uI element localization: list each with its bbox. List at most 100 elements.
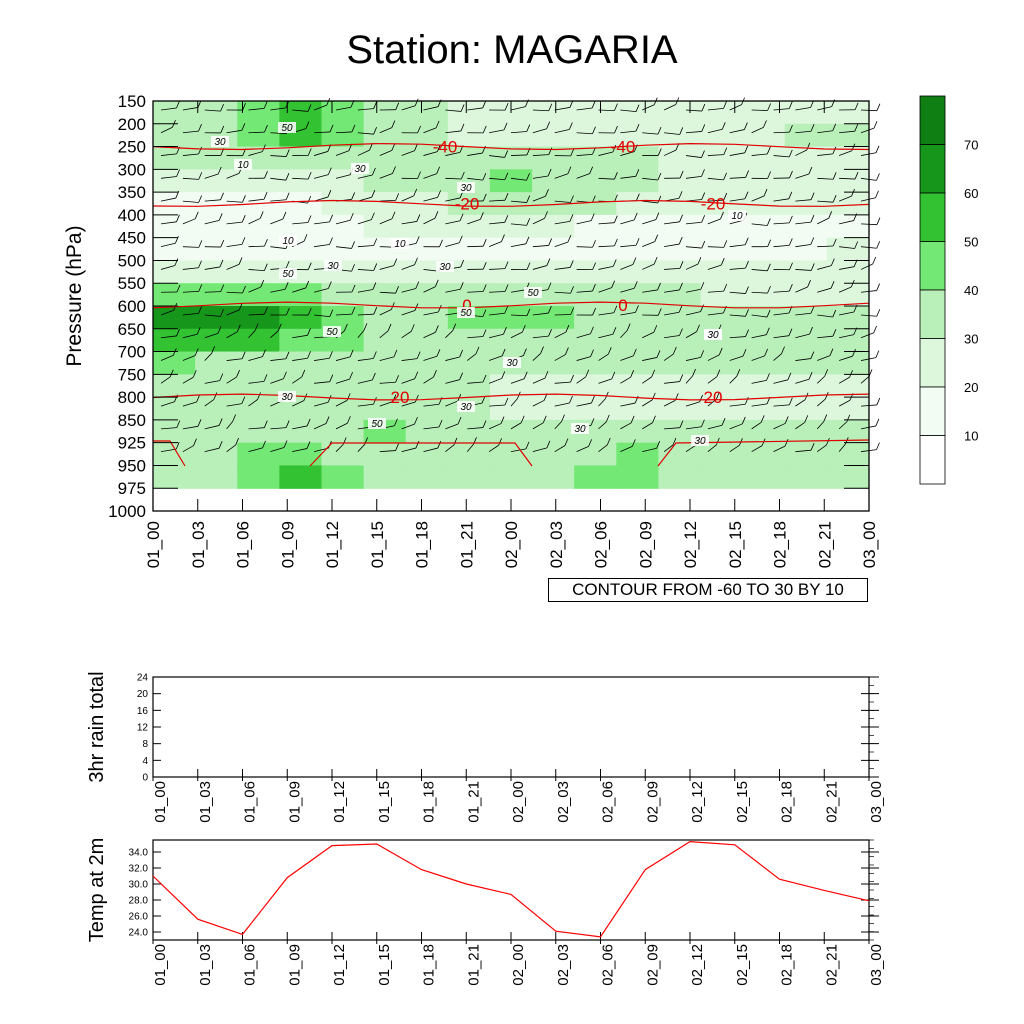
wind-barb-flag <box>193 438 197 446</box>
shade-cell <box>489 260 533 284</box>
wind-barb <box>751 355 765 361</box>
wind-barb <box>489 268 506 270</box>
shade-cell <box>658 465 702 489</box>
x-tick-label: 01_09 <box>286 944 303 986</box>
shade-cell <box>826 442 870 467</box>
wind-barb <box>795 173 810 179</box>
colorbar-segment <box>919 338 946 388</box>
wind-barb-flag <box>612 144 617 153</box>
wind-barb-flag <box>679 170 684 179</box>
wind-barb <box>729 291 746 294</box>
y-tick-label: 950 <box>118 456 146 475</box>
y-tick-label: 550 <box>118 274 146 293</box>
wind-barb-flag <box>679 374 684 382</box>
wind-barb-flag <box>832 172 837 180</box>
wind-barb-flag <box>632 257 637 265</box>
wind-barb <box>663 400 676 407</box>
wind-barb-flag <box>460 123 465 132</box>
shade-cell <box>700 101 744 125</box>
wind-barb <box>270 427 287 430</box>
wind-barb-flag <box>482 262 487 270</box>
wind-barb <box>445 242 460 248</box>
wind-barb <box>663 149 677 156</box>
wind-barb <box>707 424 723 430</box>
wind-barb <box>773 198 789 202</box>
wind-barb <box>532 218 545 225</box>
wind-barb-flag <box>372 351 377 359</box>
wind-barb <box>510 106 526 111</box>
wind-barb-flag <box>612 327 617 335</box>
wind-barb <box>817 265 832 270</box>
wind-barb <box>401 378 415 384</box>
wind-barb-flag <box>481 395 486 404</box>
wind-barb <box>707 290 724 293</box>
colorbar: 70 60 50 40 30 20 10 <box>919 95 978 485</box>
wind-barb-flag <box>679 127 684 135</box>
x-tick-label: 01_12 <box>331 944 348 986</box>
wind-barb-flag <box>452 323 457 331</box>
wind-barb-flag <box>810 192 815 200</box>
wind-barb <box>488 355 503 361</box>
wind-barb <box>620 109 637 113</box>
y-tick-label: 150 <box>118 92 146 111</box>
panel-frame <box>152 839 870 941</box>
wind-barb-flag <box>824 392 829 400</box>
wind-barb-flag <box>611 371 616 380</box>
x-tick-label: 02_06 <box>600 781 617 823</box>
shade-cell <box>784 397 828 421</box>
wind-barb <box>182 200 199 203</box>
wind-barb-flag <box>459 349 464 358</box>
shade-cell <box>363 214 407 239</box>
wind-barb-flag <box>655 212 660 220</box>
x-tick-label: 01_18 <box>421 781 438 823</box>
wind-barb <box>576 220 592 225</box>
wind-barb-flag <box>631 439 636 447</box>
wind-barb-flag <box>395 102 400 110</box>
wind-barb <box>620 264 634 270</box>
shade-cell <box>574 123 617 148</box>
wind-barb-flag <box>715 392 720 400</box>
wind-barb <box>795 358 811 361</box>
wind-barb-flag <box>810 237 815 245</box>
wind-barb-flag <box>458 235 463 243</box>
shade-cell <box>405 237 449 262</box>
shade-cell <box>784 101 828 125</box>
wind-barb-flag <box>854 241 859 249</box>
wind-barb-flag <box>235 437 239 446</box>
wind-barb <box>160 355 174 361</box>
shade-cell <box>700 465 744 489</box>
shade-cell <box>826 351 870 375</box>
wind-barb-flag <box>614 125 618 134</box>
wind-barb <box>729 375 738 384</box>
y-tick-label: 8 <box>142 739 148 750</box>
wind-barb-flag <box>306 418 311 427</box>
wind-barb-flag <box>372 282 377 290</box>
wind-barb <box>707 199 724 202</box>
wind-barb <box>445 356 460 361</box>
wind-barb <box>729 423 743 430</box>
wind-barb-flag <box>567 234 572 243</box>
wind-barb-flag <box>832 146 837 154</box>
wind-barb <box>510 422 522 430</box>
wind-barb <box>270 330 279 339</box>
shade-cell <box>742 260 786 284</box>
speed-contour-label: 50 <box>527 288 539 299</box>
wind-barb-flag <box>303 234 308 242</box>
wind-barb <box>423 196 438 202</box>
wind-barb <box>467 218 481 225</box>
wind-barb <box>423 447 438 453</box>
wind-barb-flag <box>592 126 596 134</box>
shade-cell <box>237 101 280 125</box>
wind-barb <box>182 445 194 453</box>
wind-barb-flag <box>434 325 439 333</box>
temperature-panel: 24.0 26.0 28.0 30.0 32.0 34.0 01_00 01_03 01_06 0… <box>86 838 885 986</box>
shade-cell <box>447 351 491 375</box>
wind-barb-flag <box>804 415 809 423</box>
speed-contour-label: 50 <box>460 308 472 319</box>
shade-cell <box>195 374 238 398</box>
temp-contour-label: -40 <box>611 138 636 157</box>
shade-cell <box>153 351 196 375</box>
wind-barb <box>182 425 199 430</box>
shade-cell <box>237 169 280 193</box>
wind-barb <box>685 444 696 453</box>
